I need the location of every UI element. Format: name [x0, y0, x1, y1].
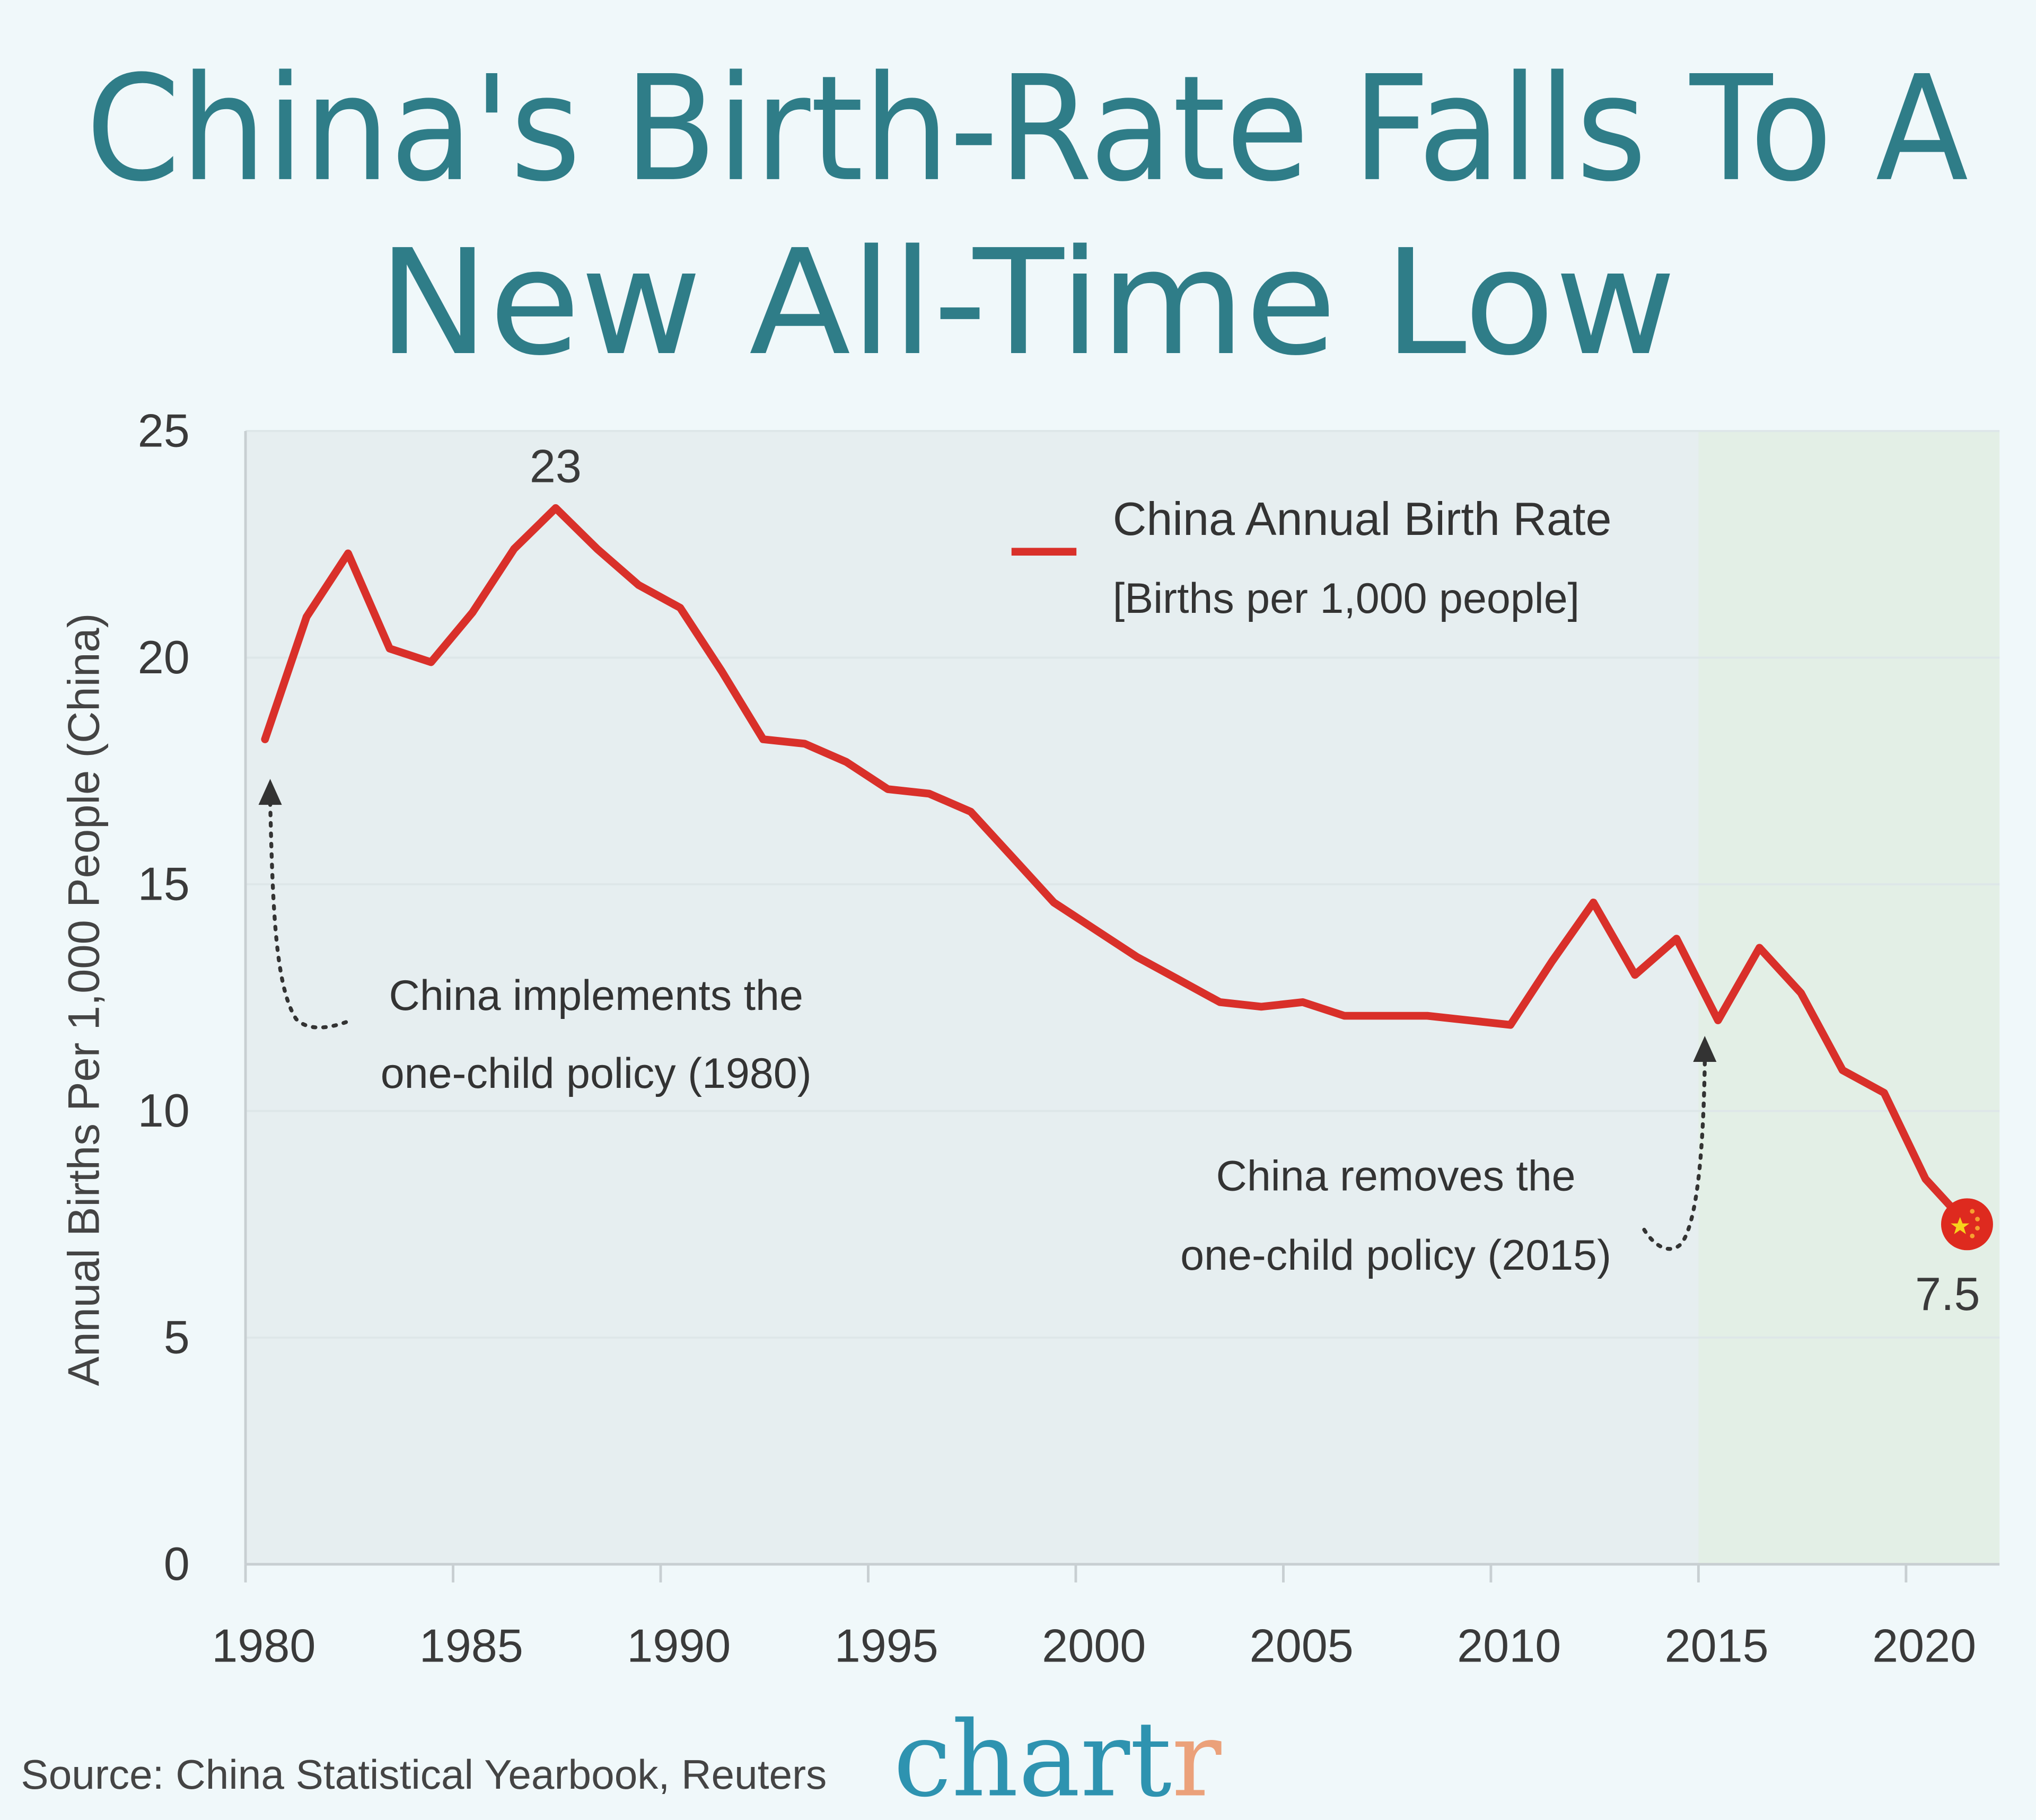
x-tick-label: 1985 — [419, 1619, 523, 1672]
annotation-2015-line1: China removes the — [1216, 1152, 1575, 1200]
annotation-arrow-1980 — [268, 800, 353, 1030]
x-tick-label: 2005 — [1250, 1619, 1354, 1672]
chartr-logo: chartr — [893, 1699, 1222, 1820]
legend-label: China Annual Birth Rate — [1113, 493, 1612, 545]
y-tick-label: 15 — [138, 857, 190, 910]
source-text: Source: China Statistical Yearbook, Reut… — [21, 1751, 827, 1798]
legend-sublabel: [Births per 1,000 people] — [1113, 575, 1579, 622]
arrow-head-icon — [1693, 1036, 1717, 1062]
arrow-head-icon — [258, 779, 282, 805]
title-line-2: New All-Time Low — [378, 218, 1677, 388]
annotation-arrow-2015 — [1640, 1060, 1707, 1251]
peak-data-label: 23 — [530, 439, 582, 492]
china-flag-icon — [1941, 1198, 1993, 1251]
series-line — [261, 504, 1971, 1228]
x-tick-label: 1995 — [835, 1619, 938, 1672]
y-tick-label: 5 — [164, 1311, 190, 1363]
x-tick-label: 2020 — [1872, 1619, 1976, 1672]
logo-accent: r — [1172, 1699, 1222, 1820]
y-tick-label: 20 — [138, 631, 190, 683]
end-data-label: 7.5 — [1915, 1268, 1980, 1320]
x-tick-label: 2015 — [1665, 1619, 1769, 1672]
y-tick-label: 10 — [138, 1084, 190, 1137]
highlight-region — [1698, 430, 2000, 1564]
annotation-1980-line2: one-child policy (1980) — [381, 1050, 812, 1097]
y-tick-label: 0 — [164, 1537, 190, 1590]
x-tick-label: 1980 — [212, 1619, 315, 1672]
y-axis-label: Annual Births Per 1,000 People (China) — [59, 613, 108, 1386]
annotation-1980-line1: China implements the — [389, 972, 803, 1019]
x-tick-label: 2010 — [1457, 1619, 1561, 1672]
y-tick-label: 25 — [138, 404, 190, 456]
x-tick-label: 2000 — [1042, 1619, 1146, 1672]
annotation-2015-line2: one-child policy (2015) — [1180, 1232, 1611, 1279]
x-tick-label: 1990 — [627, 1619, 731, 1672]
title-line-1: China's Birth-Rate Falls To A — [86, 44, 1969, 214]
logo-main: chart — [893, 1699, 1172, 1820]
